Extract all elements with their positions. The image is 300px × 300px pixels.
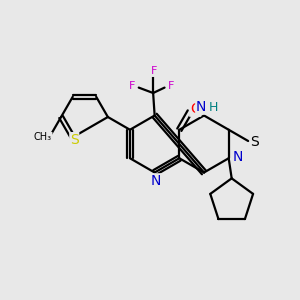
Text: N: N (151, 174, 161, 188)
Text: O: O (190, 102, 201, 116)
Text: N: N (196, 100, 206, 114)
Text: F: F (129, 81, 135, 91)
Text: F: F (168, 81, 174, 91)
Text: F: F (151, 66, 158, 76)
Text: S: S (250, 136, 259, 149)
Text: H: H (209, 100, 218, 114)
Text: N: N (233, 150, 244, 164)
Text: S: S (70, 133, 79, 147)
Text: CH₃: CH₃ (34, 133, 52, 142)
